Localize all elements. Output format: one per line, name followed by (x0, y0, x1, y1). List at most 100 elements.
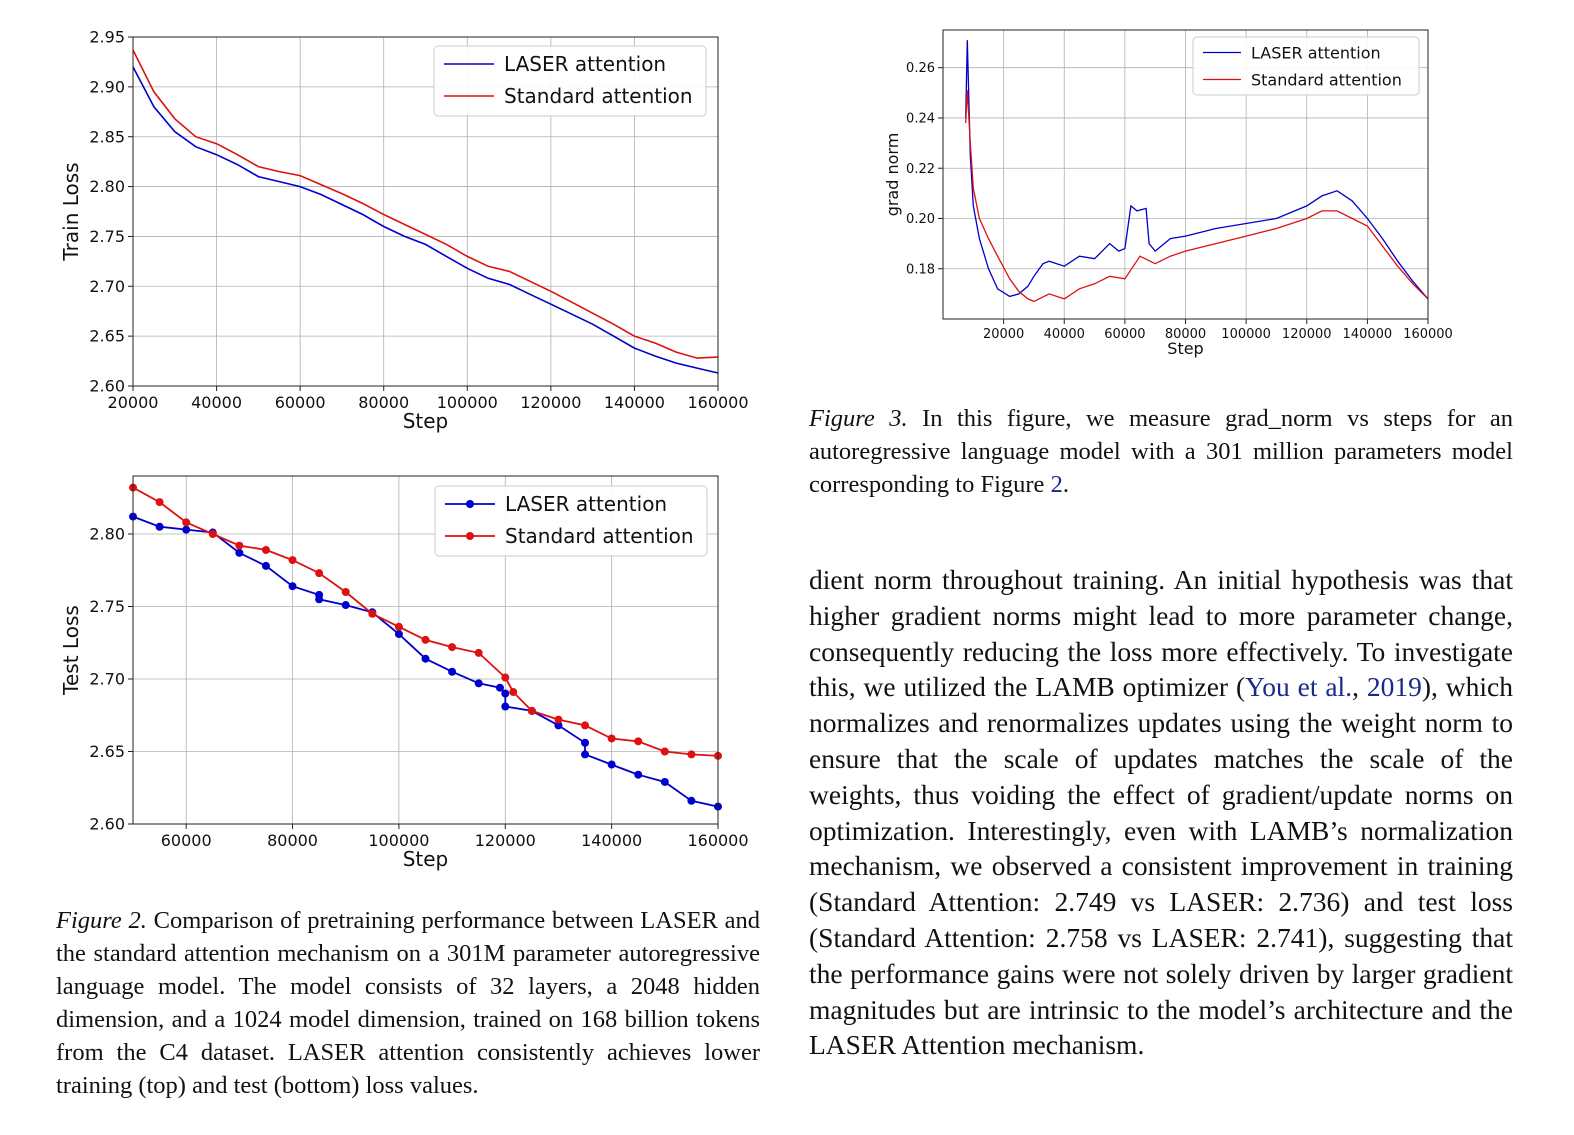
data-point (687, 750, 696, 759)
legend-box (433, 45, 707, 117)
data-point (660, 747, 669, 756)
x-axis-label: Step (403, 847, 449, 871)
data-point (421, 654, 430, 663)
data-point (235, 541, 244, 550)
data-point (581, 738, 590, 747)
x-tick-label: 120000 (520, 393, 581, 412)
y-tick-label: 0.26 (906, 61, 935, 76)
x-tick-label: 140000 (581, 831, 642, 850)
x-tick-label: 160000 (687, 831, 748, 850)
data-point (155, 498, 164, 507)
x-tick-label: 140000 (1343, 327, 1393, 342)
data-point (527, 706, 536, 715)
figure-3-caption: Figure 3. In this figure, we measure gra… (809, 402, 1513, 501)
data-point (581, 750, 590, 759)
figure-2-caption: Figure 2. Comparison of pretraining perf… (56, 904, 760, 1102)
y-tick-label: 0.22 (906, 162, 935, 177)
x-tick-label: 140000 (604, 393, 665, 412)
data-point (182, 518, 191, 527)
data-point (687, 796, 696, 805)
legend-marker (466, 500, 474, 508)
data-point (581, 721, 590, 730)
y-tick-label: 2.65 (89, 327, 125, 346)
data-point (509, 688, 518, 697)
data-point (341, 601, 350, 610)
citation-year-link[interactable]: 2019 (1366, 671, 1422, 703)
x-tick-label: 100000 (437, 393, 498, 412)
figure-3-label: Figure 3. (809, 405, 908, 432)
data-point (421, 635, 430, 644)
series-line (965, 40, 1429, 300)
data-point (501, 689, 510, 698)
y-axis-label: Test Loss (59, 605, 83, 696)
y-tick-label: 2.60 (89, 377, 125, 396)
data-point (634, 737, 643, 746)
x-tick-label: 120000 (1282, 327, 1332, 342)
train-loss-chart: 20000 40000 60000 80000 100000 120000 140000 16… (0, 0, 780, 450)
x-tick-label: 60000 (275, 393, 326, 412)
x-tick-label: 160000 (687, 393, 748, 412)
y-axis-label: Train Loss (59, 162, 83, 261)
data-point (315, 569, 324, 578)
figure-2-caption-text: Comparison of pretraining performance be… (56, 907, 760, 1099)
plot-frame (132, 36, 719, 387)
data-point (288, 556, 297, 565)
y-tick-label: 2.70 (89, 670, 125, 689)
x-tick-label: 120000 (475, 831, 536, 850)
y-axis-label: grad norm (883, 133, 902, 217)
legend-entry: LASER attention (1251, 43, 1381, 62)
data-point (235, 548, 244, 557)
series-line (965, 90, 1429, 303)
y-tick-label: 2.70 (89, 277, 125, 296)
legend-marker (466, 532, 474, 540)
citation-separator: , (1352, 671, 1367, 703)
data-point (495, 683, 504, 692)
data-point (554, 715, 563, 724)
data-point (182, 525, 191, 534)
x-tick-label: 100000 (1221, 327, 1271, 342)
data-point (341, 588, 350, 596)
data-point (607, 760, 616, 769)
data-point (660, 777, 669, 786)
data-point (448, 667, 457, 676)
figure-2-label: Figure 2. (56, 907, 147, 934)
x-tick-label: 80000 (358, 393, 409, 412)
y-tick-label: 2.75 (89, 597, 125, 616)
y-tick-label: 2.75 (89, 227, 125, 246)
data-point (394, 622, 403, 631)
grad-norm-chart: 20000 40000 60000 80000 100000 120000 140000 16… (860, 0, 1480, 380)
legend-entry: Standard attention (1251, 70, 1402, 89)
data-point (261, 561, 270, 570)
y-tick-label: 2.90 (89, 77, 125, 96)
legend-entry: Standard attention (505, 524, 694, 548)
legend-box (434, 485, 708, 557)
figure-2-reference-link[interactable]: 2 (1050, 471, 1063, 498)
x-tick-label: 60000 (1104, 327, 1145, 342)
data-point (474, 679, 483, 688)
legend-entry: Standard attention (504, 84, 693, 108)
grad-norm-svg: 20000 40000 60000 80000 100000 120000 140000 16… (883, 29, 1453, 358)
y-tick-label: 2.85 (89, 127, 125, 146)
x-tick-label: 60000 (161, 831, 212, 850)
series-line (132, 486, 719, 757)
data-point (394, 630, 403, 639)
citation-author-link[interactable]: You et al. (1245, 671, 1353, 703)
test-loss-svg: 60000 80000 100000 120000 140000 160000 2.60 2.… (59, 475, 749, 871)
y-tick-label: 0.20 (906, 212, 935, 227)
data-point (261, 545, 270, 554)
figure-3-caption-text: In this figure, we measure grad_norm vs … (809, 405, 1513, 498)
x-tick-label: 160000 (1403, 327, 1453, 342)
legend-entry: LASER attention (505, 492, 667, 516)
data-point (501, 702, 510, 711)
y-tick-label: 0.24 (906, 112, 935, 127)
data-point (448, 643, 457, 652)
test-loss-chart: 60000 80000 100000 120000 140000 160000 2.60 2.… (0, 440, 780, 890)
data-point (368, 609, 377, 618)
x-tick-label: 40000 (1044, 327, 1085, 342)
data-point (315, 595, 324, 604)
y-tick-label: 0.18 (906, 262, 935, 277)
x-tick-label: 80000 (1165, 327, 1206, 342)
data-point (501, 673, 510, 682)
x-tick-label: 20000 (108, 393, 159, 412)
x-tick-label: 80000 (267, 831, 318, 850)
